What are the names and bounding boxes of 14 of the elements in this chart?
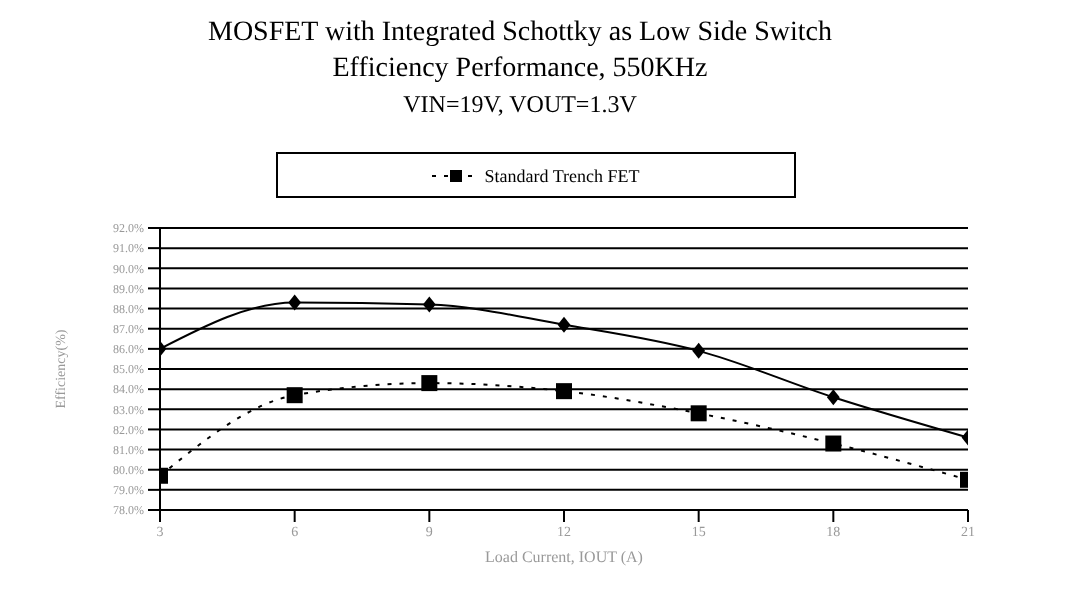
point bbox=[692, 342, 706, 359]
point bbox=[826, 389, 840, 406]
point bbox=[288, 294, 302, 311]
point bbox=[421, 375, 438, 392]
chart-title: MOSFET with Integrated Schottky as Low Side Switch bbox=[206, 16, 834, 52]
chart-subtitle: Efficiency Performance, 550KHz VIN=19V, VOUT=1.3V bbox=[330, 52, 710, 120]
point bbox=[825, 435, 842, 452]
point bbox=[690, 405, 707, 422]
legend-label: Standard Trench FET bbox=[484, 165, 640, 185]
point bbox=[557, 316, 571, 333]
x-axis-title: Load Current, IOUT (A) bbox=[485, 548, 644, 566]
point bbox=[556, 383, 572, 400]
point bbox=[422, 296, 436, 313]
point bbox=[286, 387, 303, 404]
